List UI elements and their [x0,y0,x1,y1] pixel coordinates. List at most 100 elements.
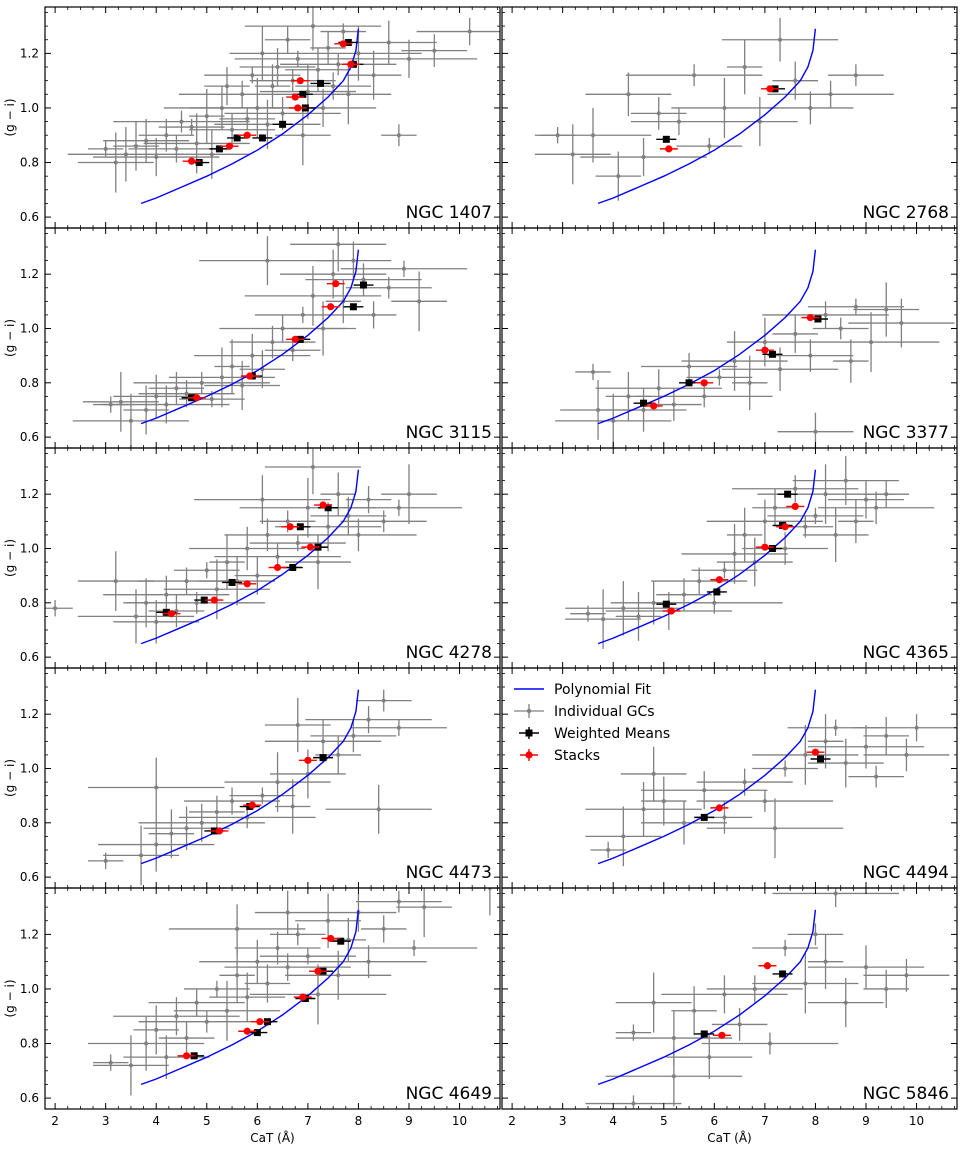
gc-point [331,84,336,89]
x-axis-label: CaT (Å) [707,1130,751,1145]
gc-point [219,375,224,380]
gc-point [884,986,889,991]
gc-point [884,307,889,312]
galaxy-name-label: NGC 3377 [863,423,949,443]
polynomial-fit-line [597,689,817,865]
gc-point [661,799,666,804]
y-tick-label: 1.0 [20,541,39,555]
weighted-mean-point [344,38,352,46]
gc-point [396,505,401,510]
gc-point [174,386,179,391]
gc-point [174,1014,179,1019]
gc-point [702,394,707,399]
stack-point [215,827,224,835]
gc-point [285,519,290,524]
gc-point [103,858,108,863]
gc-point [783,946,788,951]
panel: NGC 4365 [501,447,958,669]
panel: NGC 4494 [501,667,958,889]
stack-point [167,610,175,618]
weighted-mean-point [317,79,325,87]
gc-point [245,995,250,1000]
gc-point [118,399,123,404]
gc-point [601,617,606,622]
gc-point [235,973,240,978]
plot-area [585,689,957,867]
gc-point [134,614,138,619]
panel-frame [501,887,958,1110]
y-tick-label: 0.8 [20,816,39,830]
gc-point [656,111,661,116]
gc-point [656,386,661,391]
stack-point [667,607,675,615]
stack-point [273,563,282,572]
stack-point [327,934,335,943]
gc-point [351,733,356,738]
gc-point [376,807,381,812]
gc-point [336,492,341,497]
gc-point [641,807,646,812]
gc-point [189,125,194,130]
gc-point [235,926,240,931]
polynomial-fit-line [140,249,360,425]
gc-point [904,752,909,757]
stack-point [715,576,723,584]
stack-point [319,501,327,509]
weighted-mean-point [360,281,367,289]
y-tick-label: 1.0 [20,982,39,996]
galaxy-name-label: NGC 3115 [406,423,492,443]
plot-area [555,249,955,448]
panel: NGC 4649 2 3 4 5 6 7 8 9 10 0.6 0.8 1.0 1.2 [20,887,501,1128]
gc-point [742,65,747,70]
gc-point [245,546,250,551]
gc-point [853,519,858,524]
gc-point [838,326,843,331]
gc-point [123,152,128,157]
stack-point [243,1027,251,1035]
stack-point [304,756,312,764]
gc-point [611,418,616,423]
gc-point [144,1041,149,1046]
weighted-mean-point [289,564,297,572]
gc-point [899,321,904,326]
gc-point [204,1019,209,1024]
stack-point [291,335,299,343]
plot-area [534,17,894,205]
panel: NGC 1407 0.6 0.8 1.0 1.2 [20,6,501,229]
gc-point [260,497,265,502]
gc-point [305,89,310,94]
gc-point [687,364,692,369]
legend-gc-swatch [526,708,532,714]
galaxy-name-label: NGC 4473 [406,863,492,883]
gc-point [671,1036,676,1041]
polynomial-fit-line [140,909,360,1086]
gc-point [214,587,219,592]
gc-point [869,340,874,345]
gc-point [412,946,417,951]
gc-point [128,1063,133,1068]
stack-point [347,60,355,68]
weighted-mean-point [162,608,170,616]
gc-point [843,1000,848,1005]
gc-point [692,73,697,78]
gc-point [321,326,326,331]
x-tick-label: 8 [355,1114,363,1128]
gc-point [316,992,320,997]
x-tick-label: 7 [304,1114,312,1128]
gc-point [128,418,133,423]
x-tick-label: 5 [203,1114,211,1128]
gc-point [381,519,386,524]
stack-point [299,993,307,1001]
legend-stack-swatch [525,751,533,759]
stack-point [763,962,772,970]
gc-point [833,532,838,537]
gc-point [154,1027,159,1032]
gc-point [134,144,138,149]
plot-area [565,456,935,649]
gc-point [833,891,838,896]
gc-point [803,981,808,986]
galaxy-name-label: NGC 4494 [863,863,949,883]
gc-point [651,1000,656,1005]
gc-point [336,973,341,978]
gc-point [275,554,280,559]
